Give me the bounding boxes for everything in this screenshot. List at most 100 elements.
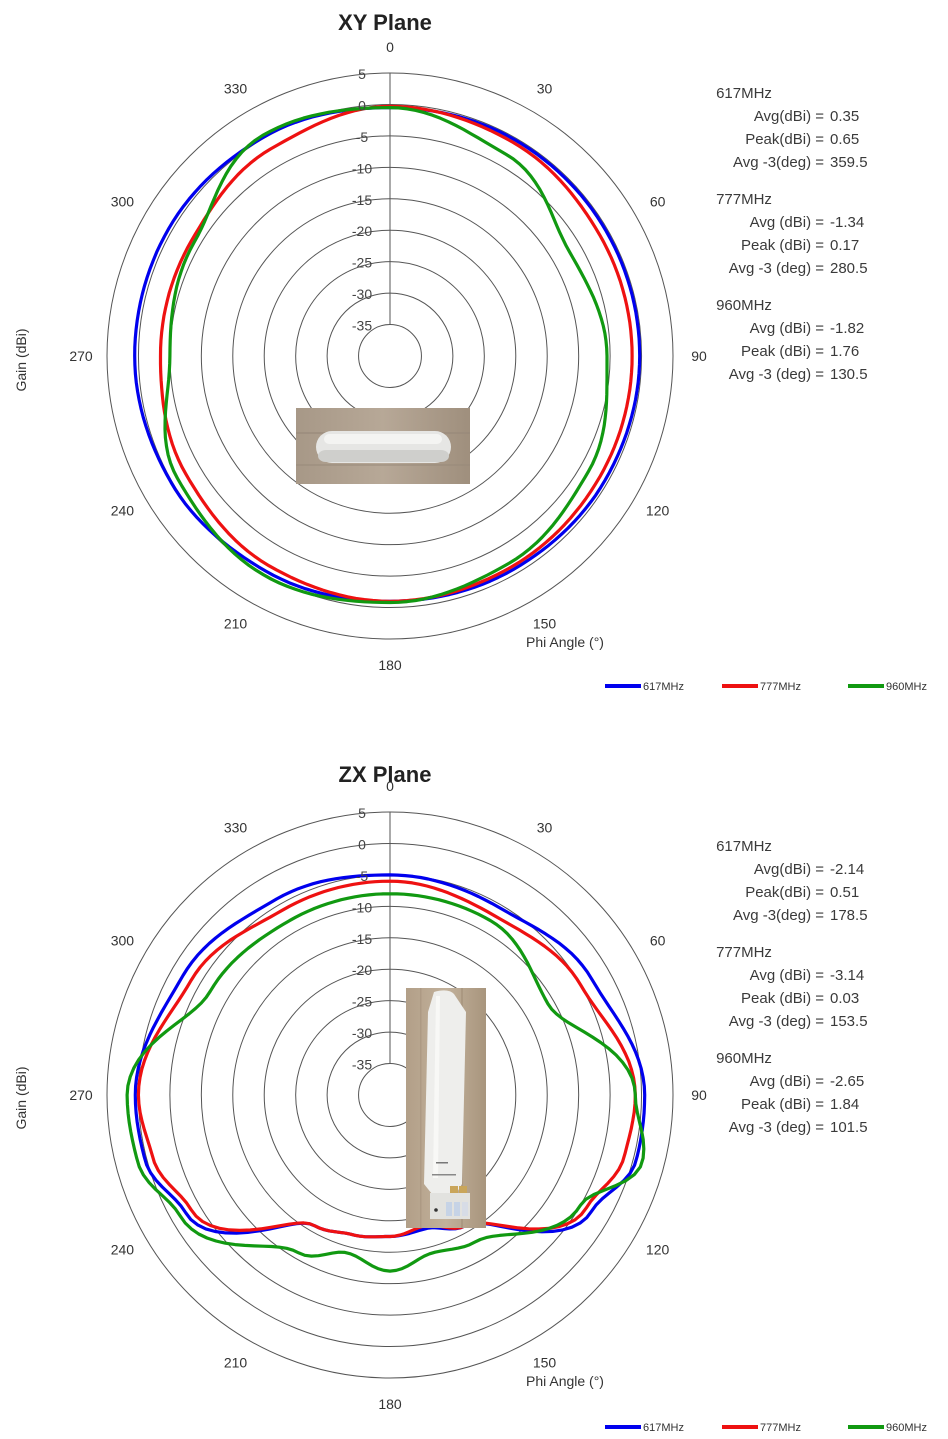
stats-frequency: 960MHz bbox=[716, 297, 772, 314]
angle-tick-label: 300 bbox=[111, 194, 135, 210]
angle-tick-label: 210 bbox=[224, 1355, 248, 1371]
stats-row: Avg -3(deg) = 359.5 bbox=[650, 151, 882, 174]
radial-tick-label: 5 bbox=[358, 66, 366, 82]
radial-tick-label: -30 bbox=[352, 1025, 372, 1041]
stats-label: Avg (dBi) = bbox=[749, 214, 824, 231]
stats-value: 0.35 bbox=[830, 108, 860, 125]
stats-row: Peak (dBi) = 1.84 bbox=[650, 1093, 882, 1116]
legend-label: 960MHz bbox=[886, 1422, 927, 1434]
angle-tick-label: 270 bbox=[69, 348, 93, 364]
radial-tick-label: -20 bbox=[352, 223, 372, 239]
angle-tick-label: 90 bbox=[691, 1087, 707, 1103]
stats-label: Avg -3 (deg) = bbox=[728, 1119, 824, 1136]
stats-label: Avg (dBi) = bbox=[749, 1073, 824, 1090]
series-line-960MHz bbox=[163, 106, 609, 605]
legend-label: 617MHz bbox=[643, 1422, 684, 1434]
stats-row: Avg -3(deg) = 178.5 bbox=[650, 904, 882, 927]
stats-frequency: 617MHz bbox=[716, 85, 772, 102]
radial-tick-label: -30 bbox=[352, 286, 372, 302]
stats-row: Avg -3 (deg) = 153.5 bbox=[650, 1010, 882, 1033]
xy-plane-chart: XY Plane 5 0 -5 -10 -15 -20 -25 -30 -35 0 30 60 90 12… bbox=[13, 10, 927, 693]
stats-group: 960MHz Avg (dBi) = -2.65 Peak (dBi) = 1.84 Av… bbox=[650, 1047, 882, 1139]
stats-group: 960MHz Avg (dBi) = -1.82 Peak (dBi) = 1.76 Av… bbox=[650, 294, 882, 386]
angle-tick-label: 30 bbox=[537, 819, 553, 835]
angle-tick-label: 30 bbox=[537, 80, 553, 96]
radial-tick-label: 0 bbox=[358, 836, 366, 852]
radial-tick-label: -5 bbox=[356, 129, 369, 145]
stats-value: 1.76 bbox=[830, 343, 860, 360]
angle-tick-label: 330 bbox=[224, 819, 248, 835]
stats-value: 130.5 bbox=[830, 366, 868, 383]
stats-label: Peak (dBi) = bbox=[741, 343, 824, 360]
stats-value: 101.5 bbox=[830, 1119, 868, 1136]
stats-row: Peak (dBi) = 1.76 bbox=[650, 340, 882, 363]
stats-value: -3.14 bbox=[830, 967, 865, 984]
stats-frequency: 777MHz bbox=[716, 944, 772, 961]
stats-row: Avg -3 (deg) = 101.5 bbox=[650, 1116, 882, 1139]
radial-tick-label: -5 bbox=[356, 868, 369, 884]
grid-circle bbox=[358, 324, 422, 388]
stats-group: 777MHz Avg (dBi) = -3.14 Peak (dBi) = 0.03 Av… bbox=[650, 941, 882, 1033]
stats-value: 0.51 bbox=[830, 884, 860, 901]
stats-value: 359.5 bbox=[830, 154, 868, 171]
angle-tick-label: 90 bbox=[691, 348, 707, 364]
stats-label: Peak(dBi) = bbox=[745, 131, 824, 148]
angle-tick-label: 240 bbox=[111, 503, 135, 519]
series-line-777MHz bbox=[158, 104, 634, 603]
stats-label: Avg -3 (deg) = bbox=[728, 1013, 824, 1030]
legend-label: 617MHz bbox=[643, 681, 684, 693]
stats-label: Peak (dBi) = bbox=[741, 990, 824, 1007]
stats-label: Avg -3(deg) = bbox=[732, 154, 824, 171]
angle-tick-label: 300 bbox=[111, 933, 135, 949]
legend-label: 777MHz bbox=[760, 1422, 801, 1434]
stats-label: Peak (dBi) = bbox=[741, 1096, 824, 1113]
legend-label: 777MHz bbox=[760, 681, 801, 693]
radial-tick-label: -20 bbox=[352, 962, 372, 978]
radial-tick-label: -35 bbox=[352, 318, 372, 334]
stats-value: -1.34 bbox=[830, 214, 865, 231]
legend: 617MHz 777MHz 960MHz bbox=[605, 1422, 927, 1434]
stats-row: Avg (dBi) = -3.14 bbox=[650, 964, 882, 987]
angle-tick-label: 120 bbox=[646, 1242, 670, 1258]
radial-tick-label: -15 bbox=[352, 931, 372, 947]
stats-row: Avg(dBi) = -2.14 bbox=[650, 858, 882, 881]
stats-value: 0.65 bbox=[830, 131, 860, 148]
stats-frequency: 617MHz bbox=[716, 838, 772, 855]
radial-tick-label: -10 bbox=[352, 160, 372, 176]
stats-label: Peak (dBi) = bbox=[741, 237, 824, 254]
legend: 617MHz 777MHz 960MHz bbox=[605, 681, 927, 693]
angle-tick-label: 0 bbox=[386, 778, 394, 794]
stats-value: 280.5 bbox=[830, 260, 868, 277]
antenna-photo-puck bbox=[296, 408, 470, 484]
stats-value: -2.14 bbox=[830, 861, 865, 878]
stats-row: Avg -3 (deg) = 130.5 bbox=[650, 363, 882, 386]
stats-frequency: 960MHz bbox=[716, 1050, 772, 1067]
angle-tick-label: 150 bbox=[533, 1355, 557, 1371]
stats-row: Peak(dBi) = 0.65 bbox=[650, 128, 882, 151]
angle-tick-label: 270 bbox=[69, 1087, 93, 1103]
stats-value: 0.03 bbox=[830, 990, 860, 1007]
radial-tick-label: -15 bbox=[352, 192, 372, 208]
stats-row: Peak (dBi) = 0.17 bbox=[650, 234, 882, 257]
x-axis-label: Phi Angle (°) bbox=[526, 634, 604, 650]
stats-label: Avg(dBi) = bbox=[753, 861, 824, 878]
xy-stats: 617MHz Avg(dBi) = 0.35 Peak(dBi) = 0.65 Avg -… bbox=[650, 82, 882, 400]
stats-group: 617MHz Avg(dBi) = -2.14 Peak(dBi) = 0.51 Avg … bbox=[650, 835, 882, 927]
stats-row: Avg -3 (deg) = 280.5 bbox=[650, 257, 882, 280]
stats-row: Peak(dBi) = 0.51 bbox=[650, 881, 882, 904]
radial-tick-label: -35 bbox=[352, 1057, 372, 1073]
stats-label: Avg (dBi) = bbox=[749, 967, 824, 984]
stats-row: Avg (dBi) = -2.65 bbox=[650, 1070, 882, 1093]
angle-tick-label: 180 bbox=[378, 1396, 402, 1412]
stats-value: -2.65 bbox=[830, 1073, 865, 1090]
stats-frequency: 777MHz bbox=[716, 191, 772, 208]
stats-group: 617MHz Avg(dBi) = 0.35 Peak(dBi) = 0.65 Avg -… bbox=[650, 82, 882, 174]
zx-stats: 617MHz Avg(dBi) = -2.14 Peak(dBi) = 0.51 Avg … bbox=[650, 835, 882, 1153]
angle-tick-label: 60 bbox=[650, 194, 666, 210]
radial-tick-label: 5 bbox=[358, 805, 366, 821]
stats-value: 178.5 bbox=[830, 907, 868, 924]
stats-value: 153.5 bbox=[830, 1013, 868, 1030]
y-axis-label: Gain (dBi) bbox=[13, 328, 29, 391]
stats-row: Avg(dBi) = 0.35 bbox=[650, 105, 882, 128]
radial-tick-label: -25 bbox=[352, 255, 372, 271]
